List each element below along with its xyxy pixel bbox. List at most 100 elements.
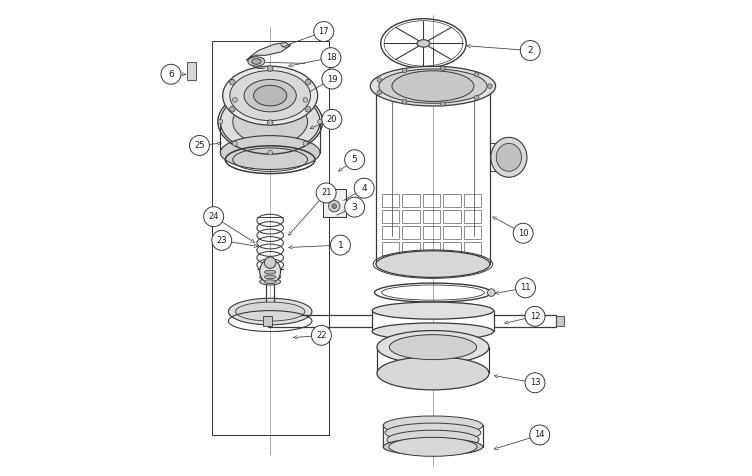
Ellipse shape xyxy=(392,71,474,101)
Circle shape xyxy=(303,98,308,102)
Circle shape xyxy=(529,425,550,445)
Text: 3: 3 xyxy=(352,203,357,212)
Bar xyxy=(402,226,420,238)
Ellipse shape xyxy=(252,59,261,64)
Text: 4: 4 xyxy=(361,184,367,193)
Ellipse shape xyxy=(390,335,477,360)
Ellipse shape xyxy=(379,69,487,103)
Text: 11: 11 xyxy=(520,283,531,292)
Bar xyxy=(382,226,399,238)
Bar xyxy=(464,226,481,238)
Circle shape xyxy=(317,119,323,124)
Bar xyxy=(423,226,440,238)
Circle shape xyxy=(267,120,273,126)
Text: 12: 12 xyxy=(529,312,540,321)
Bar xyxy=(263,317,271,326)
Bar xyxy=(328,192,334,197)
Ellipse shape xyxy=(389,437,477,456)
Circle shape xyxy=(332,204,337,208)
Bar xyxy=(323,189,346,217)
Text: 10: 10 xyxy=(518,229,529,238)
Circle shape xyxy=(475,95,479,100)
Circle shape xyxy=(311,325,332,345)
Bar xyxy=(464,210,481,223)
Bar xyxy=(423,194,440,207)
Ellipse shape xyxy=(377,357,489,390)
Ellipse shape xyxy=(244,79,296,112)
Circle shape xyxy=(402,68,407,73)
Text: 14: 14 xyxy=(535,430,545,439)
Circle shape xyxy=(321,48,341,68)
Text: 18: 18 xyxy=(326,53,336,62)
Ellipse shape xyxy=(248,57,265,66)
Text: 21: 21 xyxy=(321,188,332,198)
Circle shape xyxy=(441,101,445,106)
Text: 5: 5 xyxy=(352,155,357,164)
Polygon shape xyxy=(247,42,290,60)
Text: 2: 2 xyxy=(527,46,533,55)
Circle shape xyxy=(229,106,235,112)
Ellipse shape xyxy=(377,330,489,364)
Ellipse shape xyxy=(265,280,276,284)
Ellipse shape xyxy=(229,298,312,325)
Ellipse shape xyxy=(491,138,527,177)
Circle shape xyxy=(441,66,445,71)
Ellipse shape xyxy=(376,251,490,278)
Circle shape xyxy=(316,183,336,203)
Bar xyxy=(556,317,565,326)
Text: 13: 13 xyxy=(529,378,540,387)
Circle shape xyxy=(377,90,382,95)
Ellipse shape xyxy=(372,302,494,319)
Circle shape xyxy=(322,69,342,89)
Ellipse shape xyxy=(235,302,305,321)
Bar xyxy=(402,210,420,223)
Text: 25: 25 xyxy=(194,141,205,150)
Ellipse shape xyxy=(383,416,483,435)
Circle shape xyxy=(377,78,382,82)
Circle shape xyxy=(322,109,342,129)
Text: 19: 19 xyxy=(326,75,337,83)
Bar xyxy=(423,242,440,255)
Circle shape xyxy=(232,98,238,102)
Circle shape xyxy=(232,141,238,146)
Ellipse shape xyxy=(372,323,494,340)
Circle shape xyxy=(330,235,350,255)
Bar xyxy=(443,226,461,238)
Text: 17: 17 xyxy=(319,27,329,36)
Circle shape xyxy=(305,79,311,85)
Circle shape xyxy=(487,84,493,89)
Ellipse shape xyxy=(259,274,280,280)
Bar xyxy=(402,242,420,255)
Circle shape xyxy=(329,200,340,212)
Circle shape xyxy=(218,119,223,124)
Bar xyxy=(187,62,196,80)
Ellipse shape xyxy=(387,430,479,449)
Text: 1: 1 xyxy=(338,241,343,249)
Circle shape xyxy=(344,197,365,217)
Ellipse shape xyxy=(417,40,430,47)
Ellipse shape xyxy=(265,257,276,268)
Ellipse shape xyxy=(265,275,276,279)
Circle shape xyxy=(344,150,365,169)
Circle shape xyxy=(314,21,334,41)
Bar xyxy=(464,242,481,255)
Circle shape xyxy=(525,373,545,393)
Ellipse shape xyxy=(259,259,280,283)
Ellipse shape xyxy=(496,143,522,171)
Bar xyxy=(382,210,399,223)
Bar xyxy=(402,194,420,207)
Circle shape xyxy=(268,89,272,93)
Text: 24: 24 xyxy=(208,212,219,221)
Ellipse shape xyxy=(253,85,287,106)
Ellipse shape xyxy=(259,269,280,276)
Circle shape xyxy=(487,289,495,297)
Circle shape xyxy=(161,64,181,84)
Circle shape xyxy=(354,178,374,198)
Bar xyxy=(382,194,399,207)
Circle shape xyxy=(268,150,272,155)
Ellipse shape xyxy=(385,423,481,442)
Bar xyxy=(443,242,461,255)
Circle shape xyxy=(267,66,273,71)
Text: 6: 6 xyxy=(168,70,174,79)
Circle shape xyxy=(190,136,209,156)
